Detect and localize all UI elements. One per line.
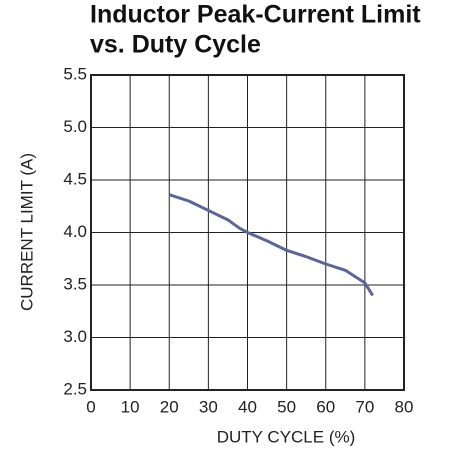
y-tick-label: 3.5 [63,274,87,293]
y-tick-label: 4.5 [63,169,87,188]
x-axis-label: DUTY CYCLE (%) [217,427,356,446]
y-tick-label: 5.5 [63,64,87,83]
y-tick-label: 3.0 [63,327,87,346]
x-tick-label: 50 [277,397,296,416]
x-tick-label: 20 [160,397,179,416]
y-axis-label: CURRENT LIMIT (A) [17,153,36,311]
y-tick-label: 4.0 [63,222,87,241]
x-tick-label: 60 [316,397,335,416]
data-line [168,193,374,297]
chart-title: Inductor Peak-Current Limit [90,1,421,29]
x-tick-label: 80 [395,397,414,416]
plot-frame [90,74,405,391]
x-tick-label: 70 [355,397,374,416]
x-tick-label: 30 [199,397,218,416]
y-tick-label: 2.5 [63,379,87,398]
chart-title: vs. Duty Cycle [90,31,261,59]
x-tick-label: 10 [121,397,140,416]
y-tick-label: 5.0 [63,117,87,136]
x-tick-label: 40 [238,397,257,416]
x-tick-label: 0 [86,397,95,416]
